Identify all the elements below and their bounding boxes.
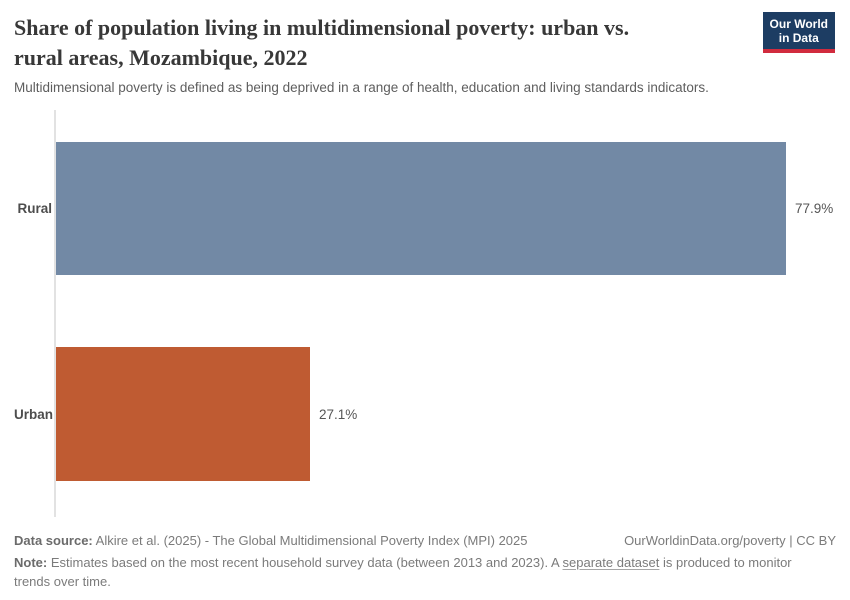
bar-chart: Rural 77.9% Urban 27.1% bbox=[14, 110, 836, 517]
chart-subtitle: Multidimensional poverty is defined as b… bbox=[14, 80, 709, 95]
chart-footer: Data source: Alkire et al. (2025) - The … bbox=[14, 531, 836, 591]
page-title: Share of population living in multidimen… bbox=[14, 13, 754, 73]
data-source-text: Alkire et al. (2025) - The Global Multid… bbox=[95, 533, 528, 548]
bar-urban[interactable] bbox=[56, 347, 310, 481]
chart-header: Share of population living in multidimen… bbox=[14, 12, 836, 96]
note-line: Note: Estimates based on the most recent… bbox=[14, 553, 814, 591]
owid-logo-line-2: in Data bbox=[778, 31, 819, 45]
value-label-rural: 77.9% bbox=[795, 201, 834, 216]
bar-row-urban: Urban 27.1% bbox=[14, 347, 836, 481]
value-label-urban: 27.1% bbox=[319, 406, 358, 422]
data-source-line: Data source: Alkire et al. (2025) - The … bbox=[14, 531, 528, 550]
category-label-rural: Rural bbox=[17, 201, 52, 216]
category-label-urban: Urban bbox=[14, 406, 54, 422]
owid-logo[interactable]: Our World in Data bbox=[762, 12, 835, 53]
bar-track-rural: 77.9% bbox=[56, 142, 836, 275]
note-text-after-link: is produced to monitor trends over time. bbox=[14, 555, 792, 589]
note-text-before-link: Estimates based on the most recent house… bbox=[50, 555, 559, 570]
bar-rural[interactable] bbox=[56, 142, 786, 275]
title-line-1: Share of population living in multidimen… bbox=[14, 15, 630, 40]
owid-logo-line-1: Our World bbox=[769, 17, 828, 31]
attribution-link[interactable]: OurWorldinData.org/poverty | CC BY bbox=[624, 533, 836, 548]
y-axis-line bbox=[54, 110, 56, 517]
bar-row-rural: Rural 77.9% bbox=[14, 142, 836, 275]
bar-track-urban: 27.1% bbox=[56, 347, 836, 481]
title-line-2: rural areas, Mozambique, 2022 bbox=[14, 45, 308, 70]
separate-dataset-link[interactable]: separate dataset bbox=[562, 555, 660, 570]
note-label: Note: bbox=[14, 555, 48, 570]
data-source-label: Data source: bbox=[14, 533, 93, 548]
